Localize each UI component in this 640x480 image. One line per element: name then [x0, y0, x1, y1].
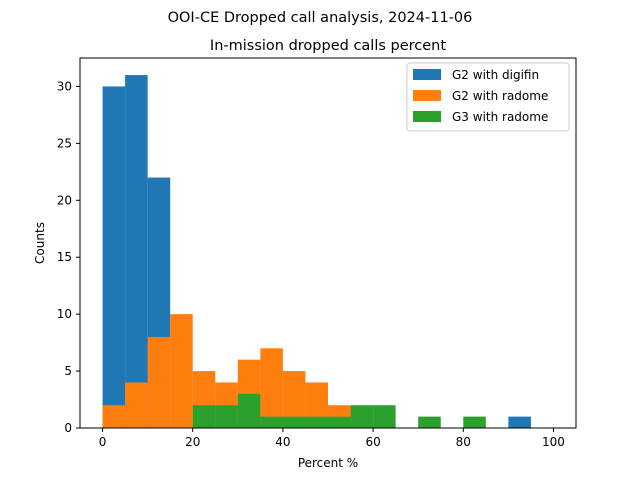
- legend-label: G3 with radome: [452, 110, 548, 124]
- bar-s0-bin1: [125, 75, 148, 428]
- legend-label: G2 with digifin: [452, 68, 539, 82]
- x-tick-label: 20: [185, 435, 200, 449]
- x-tick-label: 60: [365, 435, 380, 449]
- y-tick-label: 10: [57, 307, 72, 321]
- bar-s2-bin4: [192, 405, 216, 428]
- histogram-bars: [102, 75, 531, 429]
- y-tick-label: 25: [57, 136, 72, 150]
- legend-label: G2 with radome: [452, 89, 548, 103]
- bar-s1-bin0: [102, 405, 126, 428]
- bar-s2-bin5: [215, 405, 238, 428]
- bar-s2-bin6: [237, 393, 261, 428]
- bar-s2-bin16: [463, 416, 486, 428]
- bar-s2-bin10: [328, 416, 351, 428]
- bar-s1-bin7: [260, 348, 283, 428]
- bar-s1-bin3: [170, 314, 193, 428]
- plot-frame: [79, 57, 577, 429]
- bar-s1-bin9: [305, 382, 328, 428]
- bar-s2-bin12: [373, 405, 396, 428]
- legend-swatch: [413, 69, 441, 80]
- x-tick-label: 100: [542, 435, 565, 449]
- y-tick-label: 30: [57, 79, 72, 93]
- bar-s1-bin8: [282, 371, 306, 428]
- x-axis-ticks: 0 20 40 60 80 100: [99, 428, 565, 449]
- y-tick-label: 0: [64, 421, 72, 435]
- y-tick-label: 15: [57, 250, 72, 264]
- bar-s1-bin1: [125, 382, 148, 428]
- x-tick-label: 40: [275, 435, 290, 449]
- bar-s0-bin18: [508, 416, 531, 428]
- x-tick-label: 80: [456, 435, 471, 449]
- x-tick-label: 0: [99, 435, 107, 449]
- x-axis-label: Percent %: [298, 456, 358, 470]
- y-axis-label: Counts: [33, 222, 47, 264]
- y-axis-ticks: 0 5 10 15 20 25 30: [57, 79, 80, 435]
- legend-box: [406, 62, 570, 132]
- bar-s2-bin9: [305, 416, 328, 428]
- legend-swatch: [413, 90, 441, 101]
- y-tick-label: 20: [57, 193, 72, 207]
- bar-s2-bin8: [282, 416, 306, 428]
- bar-s2-bin7: [260, 416, 283, 428]
- bar-s1-bin2: [147, 336, 171, 428]
- y-tick-label: 5: [64, 364, 72, 378]
- figure-suptitle: OOI-CE Dropped call analysis, 2024-11-06: [168, 10, 473, 26]
- legend-swatch: [413, 111, 441, 122]
- legend: G2 with digifin G2 with radome G3 with rad…: [406, 62, 570, 132]
- bar-s2-bin11: [350, 405, 374, 428]
- bar-s0-bin0: [102, 86, 126, 429]
- bar-s2-bin14: [418, 416, 441, 428]
- chart-title: In-mission dropped calls percent: [210, 38, 446, 54]
